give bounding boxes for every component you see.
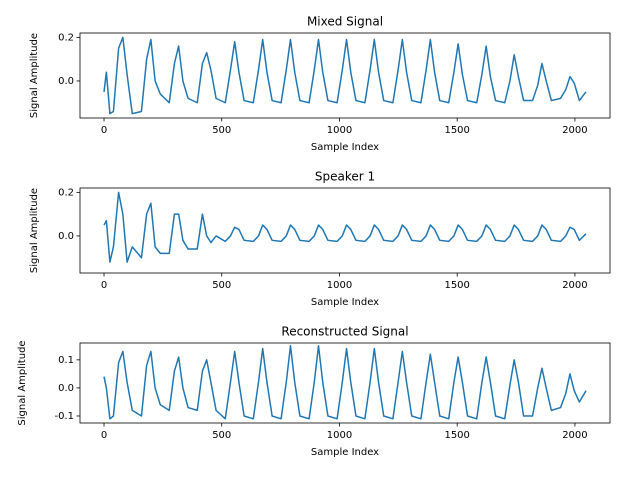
x-tick-label: 500 [212,280,231,291]
y-tick-label: -0.1 [54,411,74,422]
axes-frame [79,342,611,424]
signal-line [103,36,587,115]
x-axis-label: Sample Index [311,447,379,458]
x-tick-label: 500 [212,430,231,441]
x-tick-label: 1500 [444,280,469,291]
x-tick-label: 2000 [562,280,587,291]
x-tick-label: 1500 [444,430,469,441]
x-axis-label: Sample Index [311,297,379,308]
y-tick-label: 0.2 [58,187,74,198]
x-tick-label: 0 [101,280,107,291]
axes-frame [79,187,611,274]
signal-line [103,191,587,263]
x-tick-label: 2000 [562,430,587,441]
x-tick-label: 1000 [327,125,352,136]
axes-frame [79,32,611,119]
x-tick-label: 0 [101,430,107,441]
x-tick-label: 1000 [327,280,352,291]
subplot-title: Reconstructed Signal [281,325,408,339]
x-tick-label: 1000 [327,430,352,441]
y-axis-label: Signal Amplitude [29,188,40,273]
y-tick-label: 0.0 [58,76,74,87]
y-tick-label: 0.0 [58,383,74,394]
signal-line [103,345,587,420]
y-axis-label: Signal Amplitude [17,340,28,425]
x-tick-label: 1500 [444,125,469,136]
x-tick-label: 500 [212,125,231,136]
x-tick-label: 0 [101,125,107,136]
x-axis-label: Sample Index [311,142,379,153]
y-tick-label: 0.1 [58,355,74,366]
y-axis-label: Signal Amplitude [29,33,40,118]
x-tick-label: 2000 [562,125,587,136]
y-tick-label: 0.2 [58,32,74,43]
subplot-title: Mixed Signal [307,15,383,29]
subplot-title: Speaker 1 [315,170,375,184]
y-tick-label: 0.0 [58,231,74,242]
